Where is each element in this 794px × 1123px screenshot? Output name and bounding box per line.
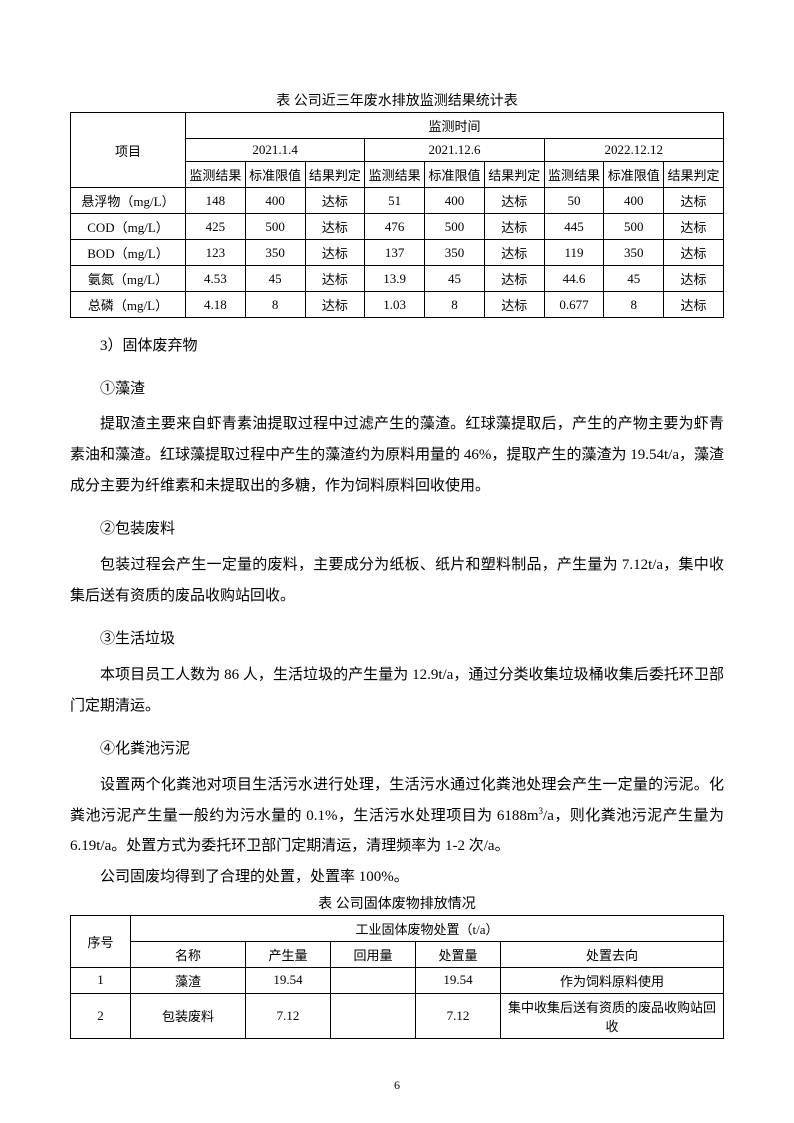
table1-caption: 表 公司近三年废水排放监测结果统计表 (70, 90, 724, 110)
section-garbage: ③生活垃圾 (70, 625, 724, 654)
header-group: 监测时间 (186, 113, 724, 139)
section-solid-waste: 3）固体废弃物 (70, 332, 724, 361)
table-row: 悬浮物（mg/L） 148400达标 51400达标 50400达标 (71, 188, 724, 214)
table-row: 总磷（mg/L） 4.188达标 1.038达标 0.6778达标 (71, 292, 724, 318)
para-packaging: 包装过程会产生一定量的废料，主要成分为纸板、纸片和塑料制品，产生量为 7.12t… (70, 550, 724, 612)
para-algae: 提取渣主要来自虾青素油提取过程中过滤产生的藻渣。红球藻提取后，产生的产物主要为虾… (70, 409, 724, 501)
table-row: 1 藻渣 19.54 19.54 作为饲料原料使用 (71, 967, 724, 993)
para-conclusion: 公司固废均得到了合理的处置，处置率 100%。 (70, 862, 724, 893)
para-sludge: 设置两个化粪池对项目生活污水进行处理，生活污水通过化粪池处理会产生一定量的污泥。… (70, 770, 724, 862)
table2-caption: 表 公司固体废物排放情况 (70, 893, 724, 913)
para-garbage: 本项目员工人数为 86 人，生活垃圾的产生量为 12.9t/a，通过分类收集垃圾… (70, 660, 724, 722)
section-sludge: ④化粪池污泥 (70, 735, 724, 764)
col-seq: 序号 (71, 915, 131, 967)
solid-waste-table: 序号 工业固体废物处置（t/a） 名称 产生量 回用量 处置量 处置去向 1 藻… (70, 915, 724, 1039)
header-group-2: 工业固体废物处置（t/a） (131, 915, 724, 941)
subheader-row-2: 名称 产生量 回用量 处置量 处置去向 (71, 941, 724, 967)
table-row: COD（mg/L） 425500达标 476500达标 445500达标 (71, 214, 724, 240)
date-1: 2021.1.4 (186, 139, 365, 162)
col-project: 项目 (71, 113, 186, 188)
section-packaging: ②包装废料 (70, 515, 724, 544)
wastewater-table: 项目 监测时间 2021.1.4 2021.12.6 2022.12.12 监测… (70, 112, 724, 318)
section-algae: ①藻渣 (70, 375, 724, 404)
table-row: 2 包装废料 7.12 7.12 集中收集后送有资质的废品收购站回收 (71, 993, 724, 1038)
date-3: 2022.12.12 (544, 139, 723, 162)
table-row: 氨氮（mg/L） 4.5345达标 13.945达标 44.645达标 (71, 266, 724, 292)
date-2: 2021.12.6 (365, 139, 544, 162)
table-row: BOD（mg/L） 123350达标 137350达标 119350达标 (71, 240, 724, 266)
page-number: 6 (0, 1078, 794, 1093)
